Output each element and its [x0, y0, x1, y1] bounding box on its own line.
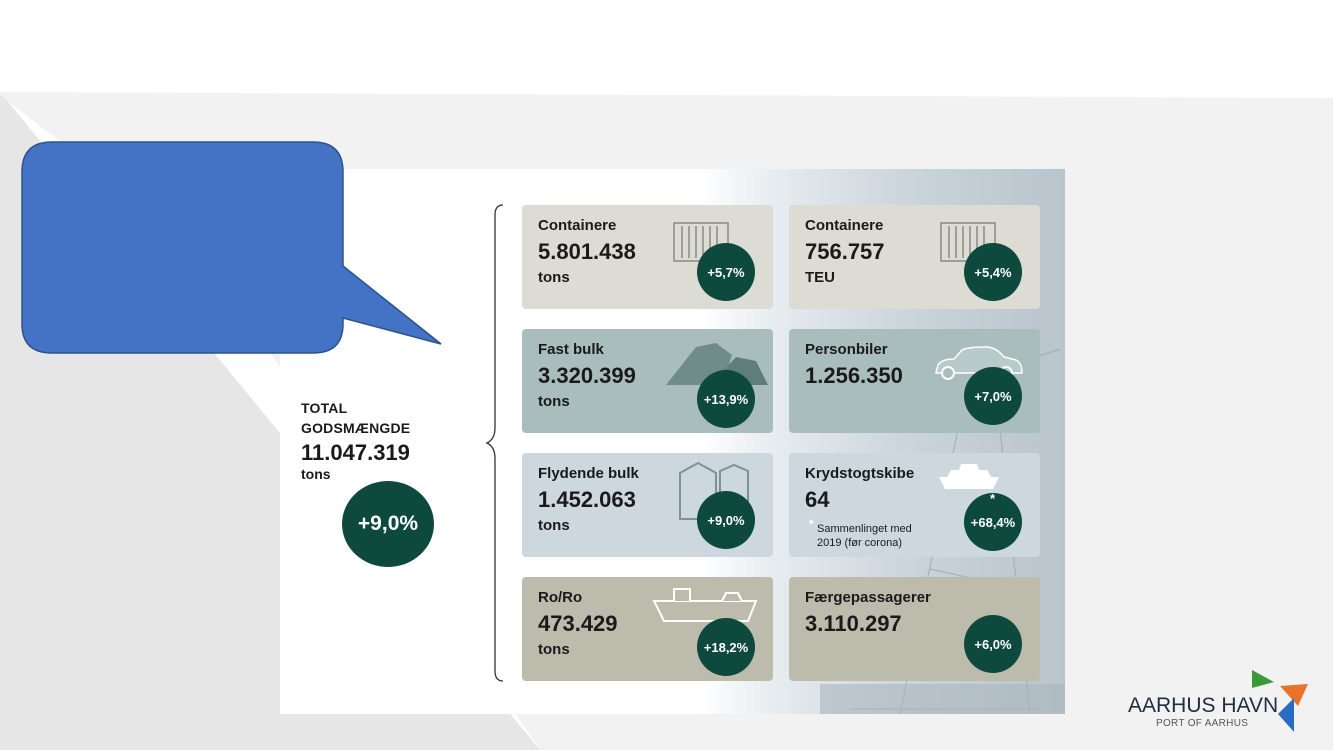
card-krydstogtskibe: Krydstogtskibe 64 * Sammenlinget med 201…: [789, 453, 1040, 557]
total-label-line2: GODSMÆNGDE: [301, 420, 411, 436]
change-badge: +5,4%: [964, 243, 1022, 301]
card-value: 756.757: [805, 239, 885, 264]
change-badge: +6,0%: [964, 615, 1022, 673]
total-change-badge: +9,0%: [342, 481, 434, 567]
total-unit: tons: [301, 466, 331, 482]
card-title: Containere: [538, 217, 617, 234]
logo-name: AARHUS HAVN: [1128, 694, 1279, 717]
card-unit: tons: [538, 393, 570, 410]
card-containere-tons: Containere 5.801.438 tons +5,7%: [522, 205, 773, 309]
total-tonnage: TOTAL GODSMÆNGDE 11.047.319 tons: [301, 398, 410, 482]
card-title: Ro/Ro: [538, 589, 583, 606]
card-ro-ro: Ro/Ro 473.429 tons +18,2%: [522, 577, 773, 681]
card-value: 473.429: [538, 611, 618, 636]
badge-asterisk: *: [990, 491, 996, 506]
card-containere-teu: Containere 756.757 TEU +5,4%: [789, 205, 1040, 309]
card-value: 3.320.399: [538, 363, 636, 388]
card-unit: tons: [538, 641, 570, 658]
card-value: 1.256.350: [805, 363, 903, 388]
card-title: Flydende bulk: [538, 465, 639, 482]
change-badge: +68,4%: [964, 493, 1022, 551]
card-title: Personbiler: [805, 341, 888, 358]
change-badge: +5,7%: [697, 243, 755, 301]
total-label-line1: TOTAL: [301, 400, 348, 416]
logo-mark: [1252, 670, 1308, 732]
curly-brace: [485, 204, 504, 682]
card-value: 5.801.438: [538, 239, 636, 264]
card-value: 64: [805, 487, 830, 512]
card-title: Containere: [805, 217, 884, 234]
change-badge: +9,0%: [697, 491, 755, 549]
card-unit: tons: [538, 517, 570, 534]
total-value: 11.047.319: [301, 440, 410, 465]
card-title: Færgepassagerer: [805, 589, 931, 606]
card-title: Fast bulk: [538, 341, 604, 358]
card-unit: tons: [538, 269, 570, 286]
card-flydende-bulk: Flydende bulk 1.452.063 tons +9,0%: [522, 453, 773, 557]
cruise-ship-icon: [939, 464, 999, 489]
card-value: 1.452.063: [538, 487, 636, 512]
note-asterisk: *: [809, 517, 814, 531]
card-title: Krydstogtskibe: [805, 465, 915, 482]
card-unit: TEU: [805, 269, 835, 286]
change-badge: +7,0%: [964, 367, 1022, 425]
speech-callout[interactable]: [0, 0, 460, 360]
change-badge: +18,2%: [697, 618, 755, 676]
change-badge: +13,9%: [697, 370, 755, 428]
logo-subtitle: PORT OF AARHUS: [1156, 718, 1249, 729]
card-fast-bulk: Fast bulk 3.320.399 tons +13,9%: [522, 329, 773, 433]
card-faergepassagerer: Færgepassagerer 3.110.297 +6,0%: [789, 577, 1040, 681]
port-statistics-infographic: TOTAL GODSMÆNGDE 11.047.319 tons +9,0% C…: [280, 169, 1065, 714]
footnote: Sammenlinget med 2019 (før corona): [817, 523, 912, 549]
aarhus-havn-logo: AARHUS HAVN PORT OF AARHUS: [1122, 668, 1312, 740]
roro-ship-icon: [652, 588, 758, 622]
card-personbiler: Personbiler 1.256.350 +7,0%: [789, 329, 1040, 433]
card-value: 3.110.297: [805, 611, 902, 636]
